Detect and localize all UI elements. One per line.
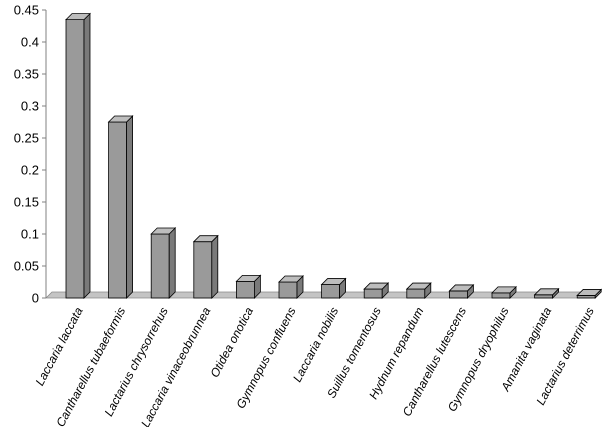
y-tick-label: 0.4 [21,35,39,50]
y-tick-label: 0 [32,291,39,306]
bar-top [491,286,517,294]
bar-front [235,280,255,299]
bar-front [406,288,426,299]
bar [491,285,517,299]
bar-top [278,275,304,283]
bar-front [193,241,213,299]
bar-top [576,289,602,296]
bar [405,282,432,299]
bar [320,277,347,299]
bar [363,282,390,299]
bar-front [150,233,170,299]
bar-top [363,282,390,290]
bar-top [533,288,560,296]
bar [192,234,219,299]
y-tick-label: 0.2 [21,163,39,178]
bar-front [363,288,383,299]
bar [65,12,91,299]
bar-side [211,234,219,299]
bar [448,283,475,299]
y-tick-label: 0.25 [14,131,39,146]
bar [533,287,560,299]
x-category-label: Otidea onotica [207,305,256,380]
y-tick-label: 0.35 [14,67,39,82]
bar [278,275,304,299]
bar-side [83,12,91,299]
y-tick-label: 0.15 [14,195,39,210]
bar [107,115,134,299]
bar-top [405,282,432,290]
y-tick-label: 0.3 [21,99,39,114]
bar-front [534,294,553,299]
bar-side [126,115,134,299]
bar-top [150,227,177,235]
bar-side [168,227,176,299]
bar-top [235,274,262,282]
bar-top [448,284,475,292]
bar-front [278,281,298,299]
bar-top [107,115,134,123]
bar [150,227,177,299]
bar-front [321,284,341,299]
bar-top [192,235,219,243]
bar-top [65,13,91,21]
x-category-label: Laccaria nobilis [290,305,341,385]
bar-top [320,278,347,285]
bar [235,274,262,299]
bar-front [491,292,511,299]
bar-front [108,121,127,299]
y-tick-label: 0.45 [14,3,39,18]
y-tick-label: 0.1 [21,227,39,242]
bar-front [65,19,85,299]
y-axis: 0 0.05 0.1 0.15 0.2 0.25 0.3 0.35 0.4 0.45 [14,3,47,306]
bar-front [448,290,468,299]
bar [576,288,602,299]
bars [65,12,602,299]
y-tick-label: 0.05 [14,259,39,274]
